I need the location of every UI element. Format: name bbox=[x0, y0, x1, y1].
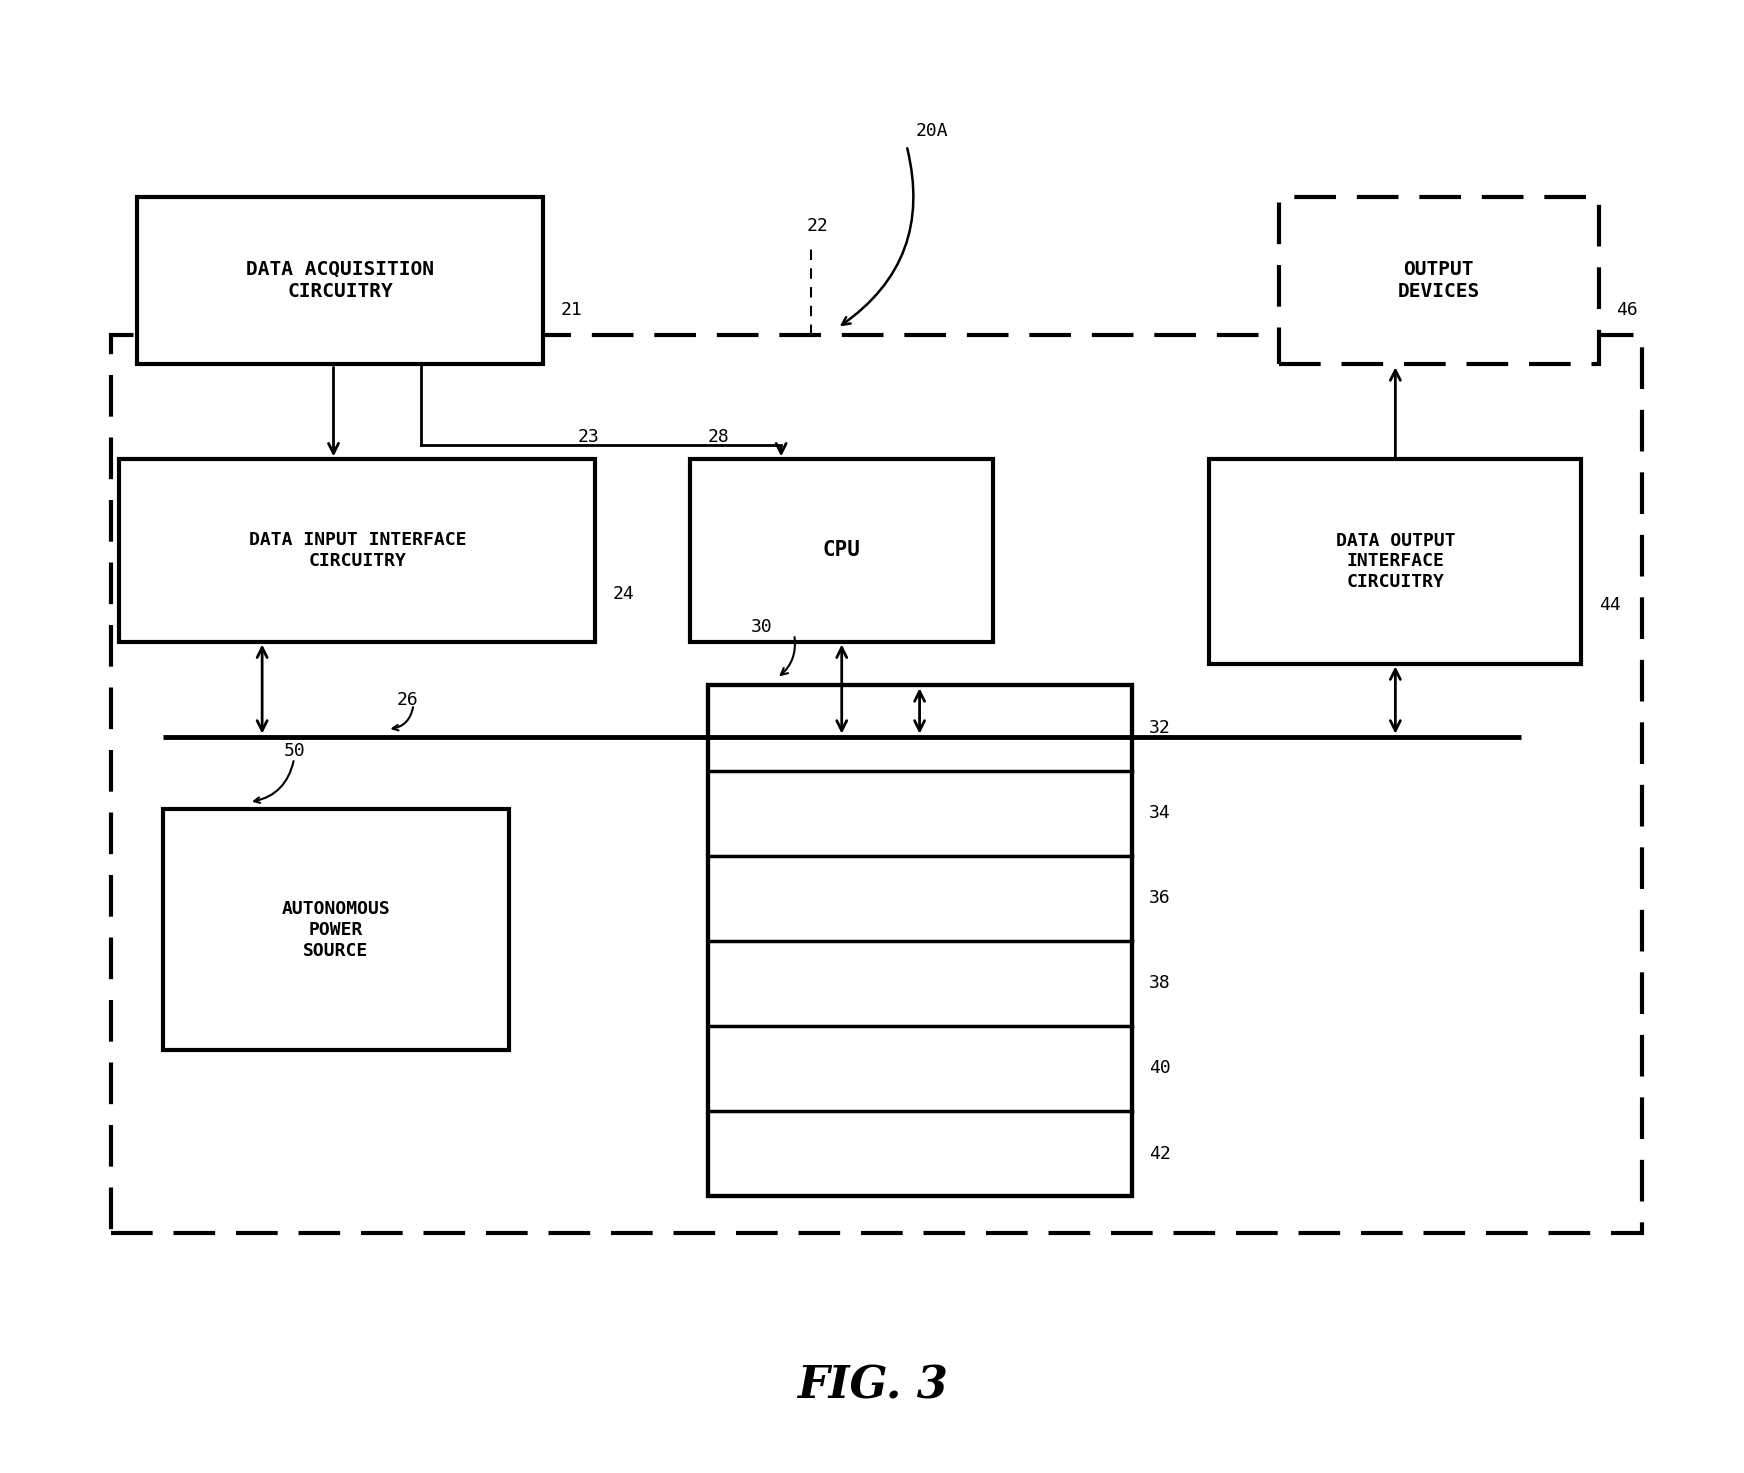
Text: 34: 34 bbox=[1149, 804, 1170, 822]
Text: 24: 24 bbox=[612, 585, 635, 604]
Text: 40: 40 bbox=[1149, 1059, 1170, 1077]
Text: 42: 42 bbox=[1149, 1145, 1170, 1162]
Text: 21: 21 bbox=[560, 300, 582, 318]
Bar bbox=[162, 810, 509, 1050]
Text: 46: 46 bbox=[1617, 300, 1638, 318]
Bar bbox=[691, 460, 992, 642]
Text: 44: 44 bbox=[1599, 597, 1620, 614]
Bar bbox=[119, 460, 595, 642]
Text: 50: 50 bbox=[284, 742, 305, 760]
Text: 26: 26 bbox=[396, 691, 419, 709]
Text: 36: 36 bbox=[1149, 890, 1170, 907]
Bar bbox=[1209, 460, 1582, 663]
Text: 30: 30 bbox=[752, 619, 773, 636]
Text: DATA ACQUISITION
CIRCUITRY: DATA ACQUISITION CIRCUITRY bbox=[246, 261, 434, 300]
Text: 20A: 20A bbox=[916, 122, 949, 140]
Text: DATA INPUT INTERFACE
CIRCUITRY: DATA INPUT INTERFACE CIRCUITRY bbox=[249, 532, 466, 570]
Bar bbox=[1278, 196, 1599, 364]
Bar bbox=[136, 196, 544, 364]
Text: CPU: CPU bbox=[823, 541, 860, 560]
Bar bbox=[112, 336, 1641, 1233]
Text: 23: 23 bbox=[577, 429, 600, 446]
Bar bbox=[708, 685, 1132, 1196]
Text: 22: 22 bbox=[806, 217, 828, 234]
Text: 28: 28 bbox=[708, 429, 729, 446]
Text: FIG. 3: FIG. 3 bbox=[797, 1364, 947, 1407]
Text: 38: 38 bbox=[1149, 974, 1170, 993]
Bar bbox=[708, 685, 1132, 1196]
Text: DATA OUTPUT
INTERFACE
CIRCUITRY: DATA OUTPUT INTERFACE CIRCUITRY bbox=[1336, 532, 1454, 591]
Text: 32: 32 bbox=[1149, 719, 1170, 736]
Text: AUTONOMOUS
POWER
SOURCE: AUTONOMOUS POWER SOURCE bbox=[281, 900, 391, 959]
Text: OUTPUT
DEVICES: OUTPUT DEVICES bbox=[1397, 261, 1479, 300]
